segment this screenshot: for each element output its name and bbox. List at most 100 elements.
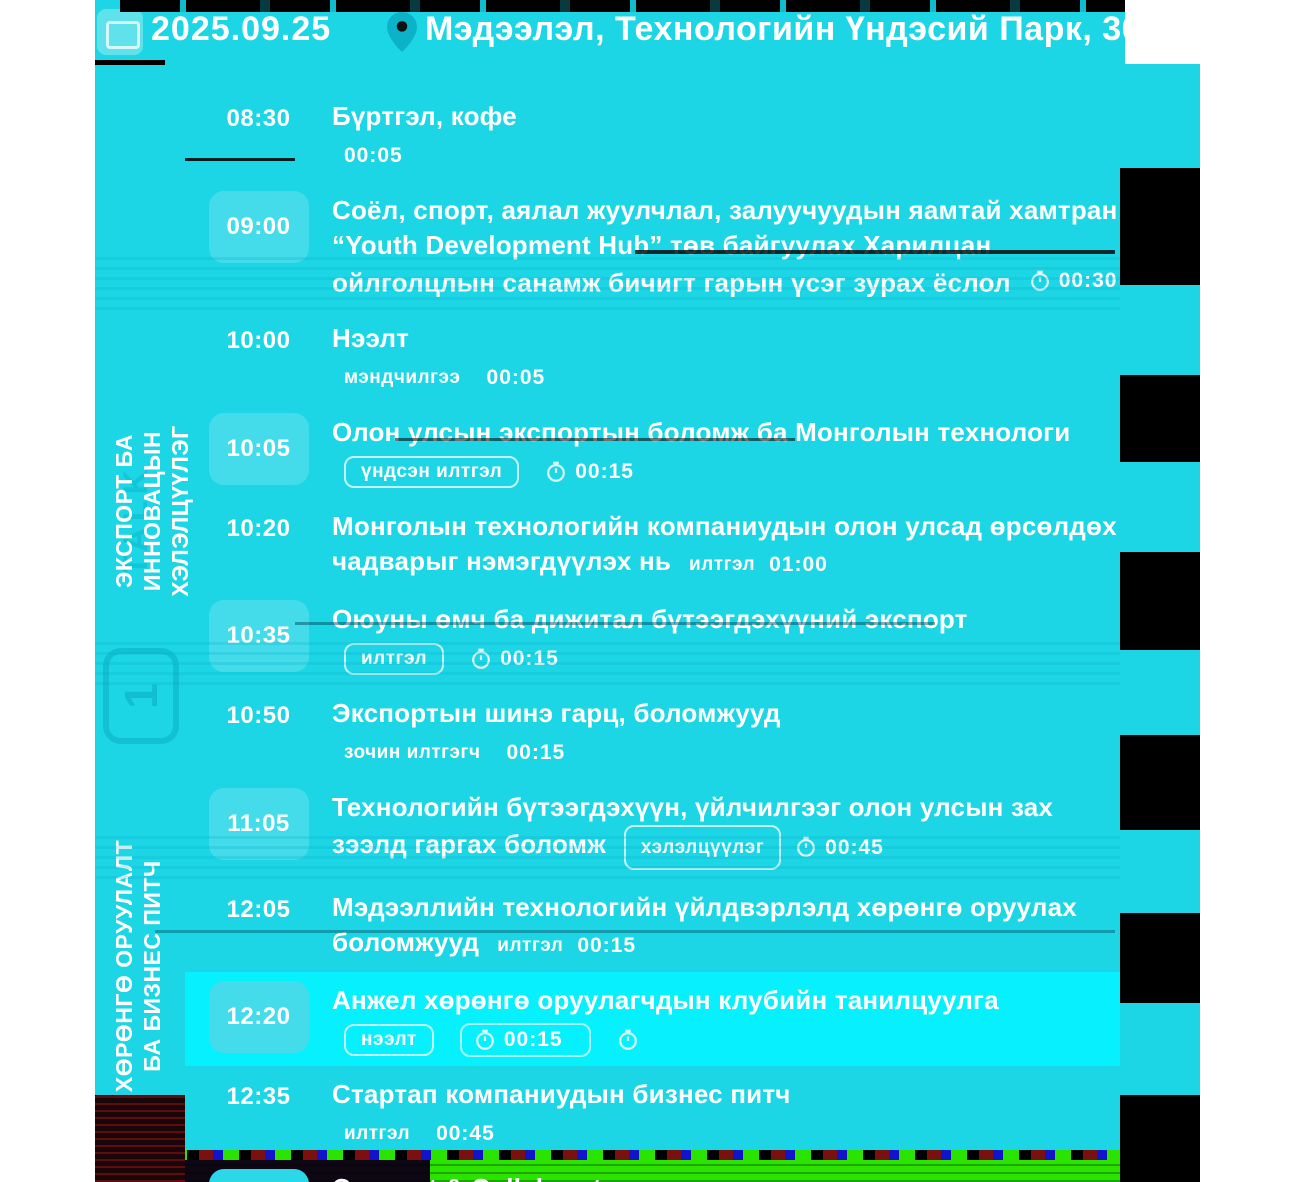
event-title: Connect & Collaborate bbox=[332, 1173, 616, 1182]
event-time-label: 09:00 bbox=[226, 213, 291, 240]
clock-icon bbox=[797, 836, 816, 857]
event-time: 10:50 bbox=[185, 694, 332, 730]
event-content: Монголын технологийн компаниудын олон ул… bbox=[332, 507, 1120, 582]
event-meta: нээлт 00:15 bbox=[344, 1022, 1120, 1057]
event-content: Мэдээллийн технологийн үйлдвэрлэлд хөрөн… bbox=[332, 888, 1120, 963]
event-time-label: 10:35 bbox=[226, 621, 291, 649]
event-meta: илтгэл 00:15 bbox=[344, 642, 1120, 676]
schedule-row[interactable]: 10:20 Монголын технологийн компаниудын о… bbox=[185, 498, 1120, 591]
event-time: 13:20 bbox=[185, 1168, 332, 1182]
event-time-label: 12:35 bbox=[226, 1082, 291, 1110]
glitch-black-block bbox=[1120, 735, 1200, 830]
event-duration: 00:45 bbox=[436, 1121, 495, 1145]
glitch-black-block bbox=[1120, 552, 1200, 650]
event-content: Стартап компаниудын бизнес питч илтгэл 00… bbox=[332, 1075, 1120, 1151]
event-time: 10:00 bbox=[185, 319, 332, 355]
glitch-black-block bbox=[1120, 168, 1200, 285]
event-duration: 00:05 bbox=[344, 144, 403, 167]
event-tag: хэлэлцүүлэг bbox=[623, 824, 782, 870]
clock-icon bbox=[1030, 270, 1049, 291]
schedule-row[interactable]: 11:05 Технологийн бүтээгдэхүүн, үйлчилгэ… bbox=[95, 779, 1120, 879]
event-time: 12:35 bbox=[185, 1075, 332, 1111]
event-title: Стартап компаниудын бизнес питч bbox=[332, 1078, 791, 1109]
section-number-badge: 1 bbox=[103, 648, 179, 744]
event-title: Соёл, спорт, аялал жуулчлал, залуучуудын… bbox=[332, 195, 1118, 298]
schedule-row[interactable]: 10:50 Экспортын шинэ гарц, боломжууд зоч… bbox=[185, 685, 1120, 779]
event-time-label: 11:05 bbox=[227, 809, 290, 837]
event-tag: зочин илтгэгч bbox=[344, 741, 481, 763]
clock-icon bbox=[547, 461, 566, 482]
event-time: 10:35 bbox=[185, 599, 332, 672]
event-content: Connect & Collaborate нээлттэй уулзалт00… bbox=[332, 1169, 1120, 1182]
event-tag: илтгэл bbox=[344, 642, 445, 675]
event-duration: 01:00 bbox=[769, 552, 828, 576]
event-time: 11:05 bbox=[185, 787, 332, 860]
event-time-label: 12:05 bbox=[226, 895, 291, 923]
event-time-label: 10:00 bbox=[226, 326, 291, 354]
schedule-row[interactable]: 12:05 Мэдээллийн технологийн үйлдвэрлэлд… bbox=[185, 879, 1120, 972]
schedule-row[interactable]: 10:00 Нээлт мэндчилгээ 00:05 bbox=[185, 310, 1120, 404]
event-meta: илтгэл 00:15 bbox=[497, 928, 636, 963]
event-meta: илтгэл 00:45 bbox=[344, 1117, 1120, 1151]
event-duration: 00:45 bbox=[795, 830, 884, 865]
event-time-label: 12:20 bbox=[226, 1002, 291, 1030]
event-tag: мэндчилгээ bbox=[344, 366, 461, 388]
event-content: Олон улсын экспортын боломж ба Монголын … bbox=[332, 413, 1120, 489]
schedule-row[interactable]: 10:35 Оюуны өмч ба дижитал бүтээгдэхүүни… bbox=[95, 591, 1120, 685]
event-meta: илтгэл 01:00 bbox=[689, 547, 828, 582]
event-title: Бүртгэл, кофе bbox=[332, 101, 517, 131]
event-meta: 00:05 bbox=[344, 139, 1120, 173]
event-tag: үндсэн илтгэл bbox=[344, 455, 520, 488]
event-title: Монголын технологийн компаниудын олон ул… bbox=[332, 510, 1117, 576]
event-title: Оюуны өмч ба дижитал бүтээгдэхүүний эксп… bbox=[332, 603, 968, 634]
schedule-row[interactable]: 12:20 Анжел хөрөнгө оруулагчдын клубийн … bbox=[185, 971, 1120, 1066]
event-tag: илтгэл bbox=[497, 934, 564, 956]
calendar-icon bbox=[97, 9, 143, 55]
event-time-label: 08:30 bbox=[226, 105, 291, 132]
event-title: Технологийн бүтээгдэхүүн, үйлчилгээг оло… bbox=[332, 791, 1054, 859]
glitch-black-block bbox=[1120, 1095, 1200, 1182]
event-meta: 00:30 bbox=[1029, 263, 1118, 298]
event-date: 2025.09.25 bbox=[151, 10, 332, 48]
event-meta: зочин илтгэгч 00:15 bbox=[344, 736, 1120, 770]
schedule-row[interactable]: 10:05 Олон улсын экспортын боломж ба Мон… bbox=[185, 404, 1120, 498]
glitch-noise-block bbox=[95, 1095, 185, 1182]
schedule-row[interactable]: 13:20 Connect & Collaborate нээлттэй уул… bbox=[95, 1149, 1120, 1182]
event-title: Мэдээллийн технологийн үйлдвэрлэлд хөрөн… bbox=[332, 891, 1077, 957]
event-time: 12:20 bbox=[185, 980, 332, 1053]
schedule-list: 08:30 Бүртгэл, кофе 00:05 09:00 Соёл, сп… bbox=[95, 88, 1120, 1182]
event-tag: нээлт bbox=[344, 1023, 434, 1056]
event-tag: илтгэл bbox=[689, 553, 756, 575]
header: 2025.09.25 Мэдээлэл, Технологийн Үндэсий… bbox=[95, 0, 1200, 66]
event-content: Соёл, спорт, аялал жуулчлал, залуучуудын… bbox=[332, 191, 1120, 301]
agenda-panel: 2025.09.25 Мэдээлэл, Технологийн Үндэсий… bbox=[95, 0, 1200, 1182]
event-time: 12:05 bbox=[185, 888, 332, 924]
event-time-label: 10:50 bbox=[226, 701, 291, 729]
event-meta: үндсэн илтгэл 00:15 bbox=[344, 455, 1120, 489]
event-content: Экспортын шинэ гарц, боломжууд зочин илт… bbox=[332, 694, 1120, 770]
event-content: Оюуны өмч ба дижитал бүтээгдэхүүний эксп… bbox=[332, 600, 1120, 676]
event-duration: 00:15 bbox=[506, 740, 566, 764]
event-content: Анжел хөрөнгө оруулагчдын клубийн танилц… bbox=[332, 981, 1120, 1057]
event-content: Бүртгэл, кофе 00:05 bbox=[332, 97, 1120, 173]
glitch-black-block bbox=[1120, 913, 1200, 1003]
event-location: Мэдээлэл, Технологийн Үндэсий Парк, 302 bbox=[425, 10, 1161, 48]
event-title: Анжел хөрөнгө оруулагчдын клубийн танилц… bbox=[332, 984, 999, 1015]
event-duration: 00:15 bbox=[545, 460, 634, 484]
event-tag: илтгэл bbox=[344, 1122, 411, 1144]
schedule-row[interactable]: 09:00 Соёл, спорт, аялал жуулчлал, залуу… bbox=[95, 182, 1120, 310]
location-pin-icon bbox=[387, 12, 417, 52]
event-time: 10:20 bbox=[185, 507, 332, 543]
event-duration: 00:30 bbox=[1029, 263, 1118, 298]
event-time: 09:00 bbox=[185, 191, 332, 263]
schedule-row[interactable]: 08:30 Бүртгэл, кофе 00:05 bbox=[185, 88, 1120, 182]
event-content: Технологийн бүтээгдэхүүн, үйлчилгээг оло… bbox=[332, 788, 1120, 870]
event-duration: 00:15 bbox=[577, 933, 637, 957]
event-meta: мэндчилгээ 00:05 bbox=[344, 361, 1120, 395]
schedule-row[interactable]: 12:35 Стартап компаниудын бизнес питч ил… bbox=[185, 1066, 1120, 1160]
event-title: Олон улсын экспортын боломж ба Монголын … bbox=[332, 416, 1071, 447]
section-label-investment-pitch: ХӨРӨНГӨ ОРУУЛАЛТ БА БИЗНЕС ПИТЧ bbox=[111, 839, 165, 1093]
event-title: Нээлт bbox=[332, 322, 410, 353]
event-duration: 00:05 bbox=[486, 365, 546, 389]
event-time-label: 10:05 bbox=[226, 434, 291, 462]
